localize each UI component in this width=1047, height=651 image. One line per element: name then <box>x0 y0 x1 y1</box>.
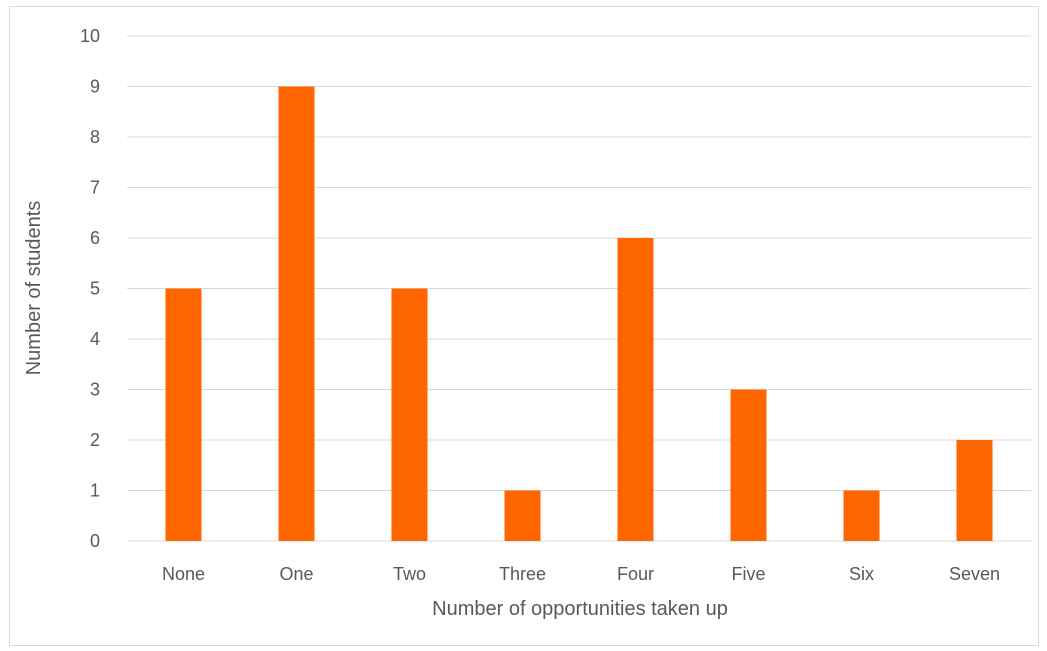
x-tick-label: Three <box>499 564 546 584</box>
x-tick-label: Six <box>849 564 874 584</box>
y-axis-ticks: 0 1 2 3 4 5 6 7 8 9 10 <box>80 26 100 551</box>
x-tick-label: One <box>279 564 313 584</box>
x-tick-label: Five <box>731 564 765 584</box>
bars <box>165 86 993 541</box>
bar-three <box>504 490 541 541</box>
y-tick-label: 6 <box>90 228 100 248</box>
bar-two <box>391 288 428 541</box>
bar-none <box>165 288 202 541</box>
y-tick-label: 5 <box>90 279 100 299</box>
y-tick-label: 3 <box>90 380 100 400</box>
x-axis-title: Number of opportunities taken up <box>432 598 728 620</box>
y-tick-label: 10 <box>80 26 100 46</box>
gridlines <box>127 35 1031 542</box>
x-tick-label: Four <box>617 564 654 584</box>
y-tick-label: 9 <box>90 77 100 97</box>
y-axis-title: Number of students <box>23 201 45 376</box>
y-tick-label: 8 <box>90 127 100 147</box>
y-tick-label: 0 <box>90 531 100 551</box>
x-tick-label: Two <box>393 564 426 584</box>
y-tick-label: 1 <box>90 481 100 501</box>
y-tick-label: 4 <box>90 329 100 349</box>
x-tick-label: None <box>162 564 205 584</box>
y-tick-label: 7 <box>90 178 100 198</box>
bar-five <box>730 389 767 541</box>
bar-four <box>617 238 654 541</box>
bar-seven <box>956 440 993 541</box>
y-tick-label: 2 <box>90 430 100 450</box>
x-tick-label: Seven <box>949 564 1000 584</box>
bar-six <box>843 490 880 541</box>
bar-one <box>278 86 315 541</box>
x-axis-ticks: None One Two Three Four Five Six Seven <box>162 564 1000 584</box>
